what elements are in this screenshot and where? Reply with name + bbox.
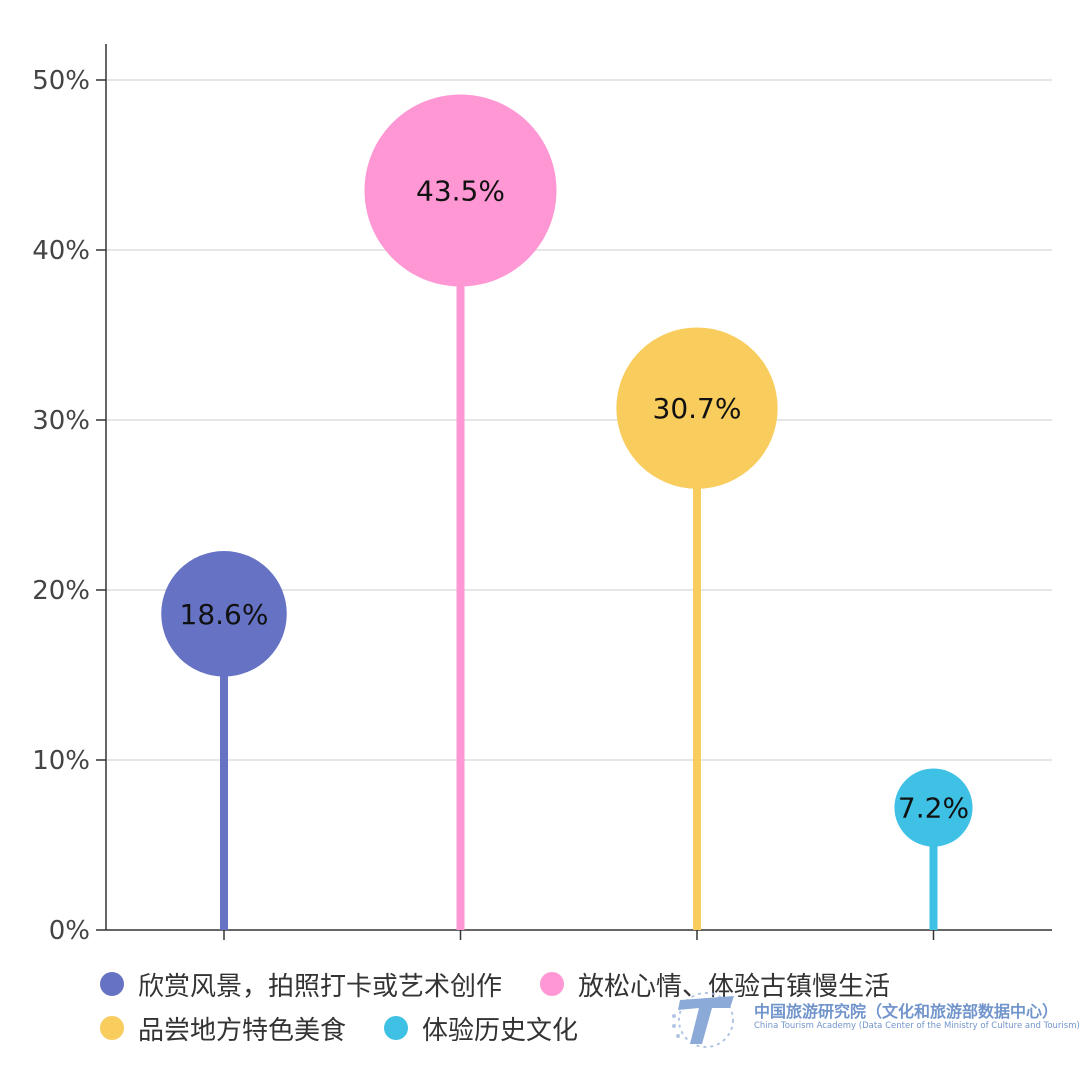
legend-swatch (100, 1016, 124, 1040)
watermark: 中国旅游研究院（文化和旅游部数据中心） China Tourism Academ… (666, 986, 1080, 1050)
legend-item[interactable]: 欣赏风景，拍照打卡或艺术创作 (100, 966, 502, 1003)
data-label: 43.5% (416, 175, 505, 208)
legend-item[interactable]: 体验历史文化 (384, 1010, 578, 1047)
watermark-org-cn: 中国旅游研究院（文化和旅游部数据中心） (754, 1002, 1059, 1021)
y-tick-label: 30% (32, 406, 90, 436)
y-tick-label: 0% (49, 916, 90, 946)
y-axis-ticks: 0% 10% 20% 30% 40% 50% (32, 66, 106, 946)
legend-row-2: 品尝地方特色美食 体验历史文化 (100, 1006, 1000, 1050)
legend-label: 放松心情、体验古镇慢生活 (578, 971, 891, 1002)
data-label: 30.7% (653, 392, 742, 425)
legend-label: 体验历史文化 (422, 1015, 579, 1046)
legend-item[interactable]: 放松心情、体验古镇慢生活 (540, 966, 890, 1003)
y-tick-label: 10% (32, 746, 90, 776)
legend-item[interactable]: 品尝地方特色美食 (100, 1010, 346, 1047)
lollipop-chart: 0% 10% 20% 30% 40% 50% 18.6% 43.5% 30.7% 7.2% (32, 44, 1052, 946)
legend: 欣赏风景，拍照打卡或艺术创作 放松心情、体验古镇慢生活 品尝地方特色美食 体验历… (100, 962, 1000, 1050)
watermark-org-en: China Tourism Academy (Data Center of th… (754, 1021, 1080, 1031)
data-label: 7.2% (898, 792, 969, 825)
legend-label: 品尝地方特色美食 (138, 1015, 347, 1046)
legend-row-1: 欣赏风景，拍照打卡或艺术创作 放松心情、体验古镇慢生活 (100, 962, 1000, 1006)
legend-swatch (384, 1016, 409, 1040)
y-tick-label: 20% (32, 576, 90, 606)
y-tick-label: 40% (32, 236, 90, 266)
lollipop-heads: 18.6% 43.5% 30.7% 7.2% (161, 94, 973, 847)
legend-label: 欣赏风景，拍照打卡或艺术创作 (138, 971, 503, 1002)
lollipop-head (161, 551, 287, 677)
legend-swatch (540, 972, 565, 996)
lollipop-head (894, 768, 973, 847)
legend-swatch (100, 972, 124, 996)
lollipop-head (364, 94, 557, 287)
lollipop-head (616, 327, 778, 489)
tourism-academy-logo-icon (672, 992, 734, 1048)
y-tick-label: 50% (32, 66, 90, 96)
data-label: 18.6% (180, 598, 269, 631)
lollipop-stems (220, 190, 938, 940)
